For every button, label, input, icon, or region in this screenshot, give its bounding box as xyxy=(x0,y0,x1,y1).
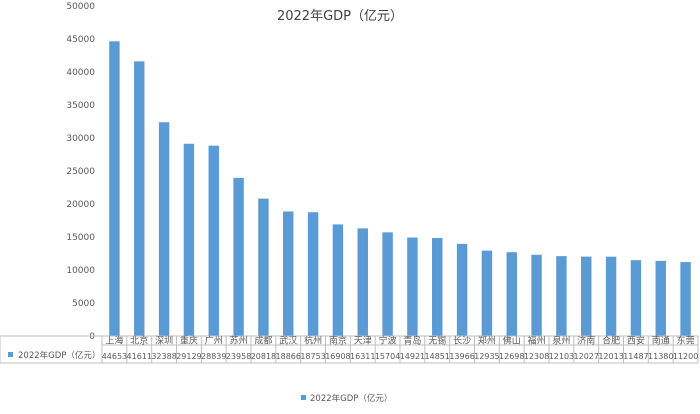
value-label: 18753 xyxy=(300,352,325,361)
y-tick-label: 0 xyxy=(89,332,95,342)
category-label: 杭州 xyxy=(304,335,322,347)
y-axis: 0 5000 10000 15000 20000 25000 30000 35000 40000… xyxy=(66,2,95,342)
bar-佛山 xyxy=(506,252,517,336)
bar-青岛 xyxy=(407,237,418,336)
category-label: 南京 xyxy=(329,335,347,347)
bar-泉州 xyxy=(556,256,567,336)
category-label: 郑州 xyxy=(478,335,496,347)
value-label: 12013 xyxy=(598,352,623,361)
value-label: 11200 xyxy=(673,352,698,361)
value-label: 23958 xyxy=(226,352,251,361)
y-tick-label: 35000 xyxy=(66,101,95,111)
category-label: 泉州 xyxy=(552,335,570,347)
category-label: 重庆 xyxy=(180,335,198,347)
y-tick-label: 40000 xyxy=(66,68,95,78)
bar-无锡 xyxy=(432,237,443,336)
category-label: 深圳 xyxy=(155,336,173,347)
value-label: 11487 xyxy=(623,352,648,361)
bar-南京 xyxy=(332,224,344,336)
value-label: 14851 xyxy=(425,352,450,361)
table-series-key xyxy=(8,352,13,357)
category-label: 长沙 xyxy=(453,335,471,347)
y-tick-label: 10000 xyxy=(66,266,95,276)
category-label: 苏州 xyxy=(230,335,248,347)
bar-宁波 xyxy=(382,232,393,336)
category-label: 宁波 xyxy=(379,335,397,347)
bar-成都 xyxy=(258,198,269,336)
value-label: 12103 xyxy=(549,352,574,361)
bar-合肥 xyxy=(605,256,617,336)
bars-group xyxy=(109,41,691,337)
category-label: 佛山 xyxy=(503,335,521,347)
y-tick-label: 30000 xyxy=(66,134,95,144)
value-label: 44653 xyxy=(102,352,127,361)
bar-北京 xyxy=(134,61,145,336)
category-label: 福州 xyxy=(528,335,546,347)
bar-天津 xyxy=(357,228,368,336)
legend-label: 2022年GDP（亿元） xyxy=(310,393,392,404)
value-label: 13966 xyxy=(449,352,474,361)
table-series-name: 2022年GDP（亿元） xyxy=(18,350,100,361)
value-label: 20818 xyxy=(251,352,276,361)
bar-苏州 xyxy=(233,177,244,336)
value-label: 29129 xyxy=(176,352,201,361)
bar-杭州 xyxy=(307,212,319,336)
value-label: 12027 xyxy=(574,352,599,361)
category-label: 济南 xyxy=(577,335,595,347)
bar-长沙 xyxy=(456,243,468,336)
y-tick-label: 5000 xyxy=(72,299,95,309)
category-label: 武汉 xyxy=(279,335,297,347)
value-label: 41611 xyxy=(127,352,152,361)
value-label: 28839 xyxy=(201,352,226,361)
y-tick-label: 20000 xyxy=(66,200,95,210)
bar-广州 xyxy=(208,145,219,336)
bar-济南 xyxy=(581,256,592,336)
category-label: 合肥 xyxy=(602,335,620,347)
value-label: 12308 xyxy=(524,352,549,361)
category-label: 东莞 xyxy=(677,335,695,347)
bar-西安 xyxy=(630,260,642,336)
y-tick-label: 45000 xyxy=(66,35,95,45)
category-label: 广州 xyxy=(205,335,223,347)
value-label: 18866 xyxy=(276,352,301,361)
bar-上海 xyxy=(109,41,120,337)
bar-南通 xyxy=(655,260,666,336)
y-tick-label: 25000 xyxy=(66,167,95,177)
bar-重庆 xyxy=(183,143,195,336)
category-label: 天津 xyxy=(354,336,372,347)
value-label: 15704 xyxy=(375,352,400,361)
category-label: 西安 xyxy=(627,335,645,347)
category-label: 上海 xyxy=(105,335,123,347)
bar-郑州 xyxy=(481,250,493,336)
legend-swatch xyxy=(301,395,306,400)
bar-福州 xyxy=(531,254,542,336)
value-label: 12698 xyxy=(499,352,524,361)
value-label: 16908 xyxy=(325,352,350,361)
category-label: 成都 xyxy=(254,335,272,347)
category-label: 北京 xyxy=(130,335,148,347)
legend: 2022年GDP（亿元） xyxy=(301,393,392,404)
value-label: 32388 xyxy=(151,352,176,361)
category-label: 无锡 xyxy=(428,336,446,347)
value-label: 12935 xyxy=(474,352,499,361)
chart-title: 2022年GDP（亿元） xyxy=(277,9,403,24)
bar-武汉 xyxy=(283,211,294,336)
value-label: 16311 xyxy=(350,352,375,361)
value-label: 11380 xyxy=(648,352,673,361)
category-label: 青岛 xyxy=(403,335,421,347)
category-label: 南通 xyxy=(652,335,670,347)
bar-东莞 xyxy=(680,262,691,336)
value-label: 14921 xyxy=(400,352,425,361)
y-tick-label: 50000 xyxy=(66,2,95,12)
bar-深圳 xyxy=(158,122,170,336)
y-tick-label: 15000 xyxy=(66,233,95,243)
